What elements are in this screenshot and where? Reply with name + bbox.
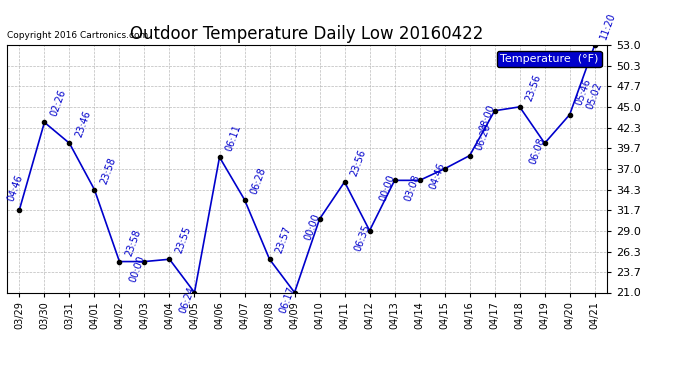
Text: 04:46: 04:46 <box>6 173 24 203</box>
Text: 23:56: 23:56 <box>524 73 543 103</box>
Title: Outdoor Temperature Daily Low 20160422: Outdoor Temperature Daily Low 20160422 <box>130 26 484 44</box>
Text: 04:46: 04:46 <box>428 162 447 191</box>
Text: 23:55: 23:55 <box>174 225 193 255</box>
Text: 06:11: 06:11 <box>224 123 243 153</box>
Text: 00:00: 00:00 <box>128 254 147 284</box>
Text: 06:24: 06:24 <box>178 285 197 315</box>
Text: 06:20: 06:20 <box>474 122 493 152</box>
Text: 06:08: 06:08 <box>528 136 547 165</box>
Text: 06:17: 06:17 <box>278 285 297 315</box>
Text: 00:00: 00:00 <box>378 173 397 202</box>
Text: 05:46
05:02: 05:46 05:02 <box>574 77 604 111</box>
Text: Copyright 2016 Cartronics.com: Copyright 2016 Cartronics.com <box>7 31 148 40</box>
Text: 06:28: 06:28 <box>248 166 268 195</box>
Text: 06:35: 06:35 <box>353 223 372 253</box>
Text: 23:57: 23:57 <box>274 225 293 255</box>
Legend: Temperature  (°F): Temperature (°F) <box>497 51 602 67</box>
Text: 00:00: 00:00 <box>303 212 322 241</box>
Text: 02:26: 02:26 <box>48 88 68 118</box>
Text: 23:56: 23:56 <box>348 148 368 178</box>
Text: 11:20: 11:20 <box>599 11 618 41</box>
Text: 23:58: 23:58 <box>124 228 143 257</box>
Text: 03:08: 03:08 <box>403 173 422 202</box>
Text: 08:00: 08:00 <box>478 104 497 133</box>
Text: 23:46: 23:46 <box>74 110 92 139</box>
Text: 23:58: 23:58 <box>99 156 117 186</box>
